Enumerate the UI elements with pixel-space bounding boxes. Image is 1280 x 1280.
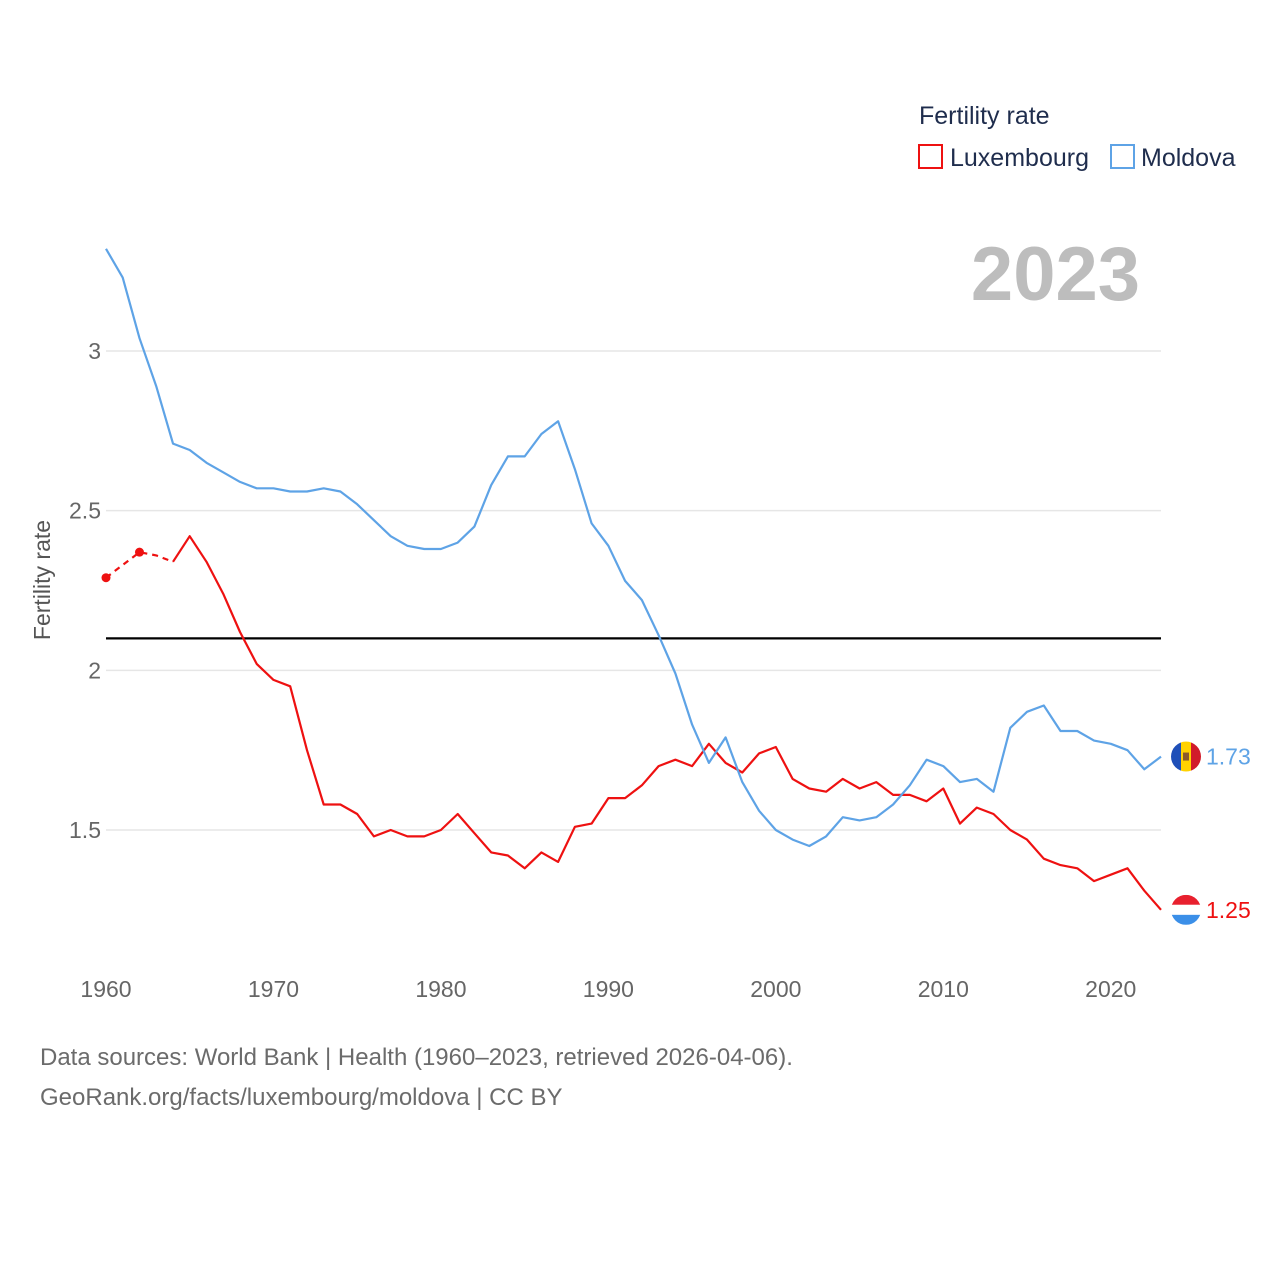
- legend-title: Fertility rate: [919, 102, 1050, 130]
- legend: Fertility rate Luxembourg Moldova: [918, 102, 1236, 172]
- moldova-flag-icon: [1171, 741, 1201, 772]
- end-value-luxembourg: 1.25: [1206, 897, 1251, 923]
- x-ticks: 1960 1970 1980 1990 2000 2010 2020: [80, 976, 1136, 1002]
- legend-swatch-luxembourg: [918, 144, 943, 169]
- y-tick-label: 2.5: [69, 498, 101, 524]
- x-tick-label: 1970: [248, 976, 299, 1002]
- legend-item-luxembourg[interactable]: Luxembourg: [918, 144, 1089, 172]
- x-tick-label: 1980: [415, 976, 466, 1002]
- luxembourg-flag-icon: [1171, 894, 1201, 925]
- legend-label-moldova: Moldova: [1141, 144, 1236, 172]
- y-tick-label: 2: [88, 657, 101, 683]
- year-label: 2023: [971, 232, 1140, 317]
- grid-lines: [106, 350, 1161, 831]
- x-tick-label: 1960: [80, 976, 131, 1002]
- series-line-luxembourg-dashed: [105, 551, 174, 579]
- series-lines: [101, 248, 1162, 911]
- legend-swatch-moldova: [1110, 144, 1135, 169]
- series-line-luxembourg[interactable]: [172, 535, 1162, 911]
- series-line-moldova[interactable]: [105, 248, 1162, 848]
- end-value-moldova: 1.73: [1206, 744, 1251, 770]
- y-ticks: 1.5 2 2.5 3: [69, 338, 101, 843]
- legend-label-luxembourg: Luxembourg: [950, 144, 1089, 172]
- source-line-1: Data sources: World Bank | Health (1960–…: [40, 1044, 793, 1071]
- legend-item-moldova[interactable]: Moldova: [1110, 144, 1236, 172]
- x-tick-label: 2010: [918, 976, 969, 1002]
- x-tick-label: 1990: [583, 976, 634, 1002]
- x-tick-label: 2020: [1085, 976, 1136, 1002]
- y-tick-label: 3: [88, 338, 101, 364]
- data-point-luxembourg: [134, 547, 144, 557]
- y-tick-label: 1.5: [69, 817, 101, 843]
- data-point-luxembourg: [101, 573, 111, 583]
- x-tick-label: 2000: [750, 976, 801, 1002]
- end-marker-luxembourg[interactable]: 1.25: [1171, 894, 1251, 925]
- end-marker-moldova[interactable]: 1.73: [1171, 741, 1251, 772]
- y-axis-title: Fertility rate: [29, 520, 55, 640]
- source-line-2[interactable]: GeoRank.org/facts/luxembourg/moldova | C…: [40, 1084, 563, 1111]
